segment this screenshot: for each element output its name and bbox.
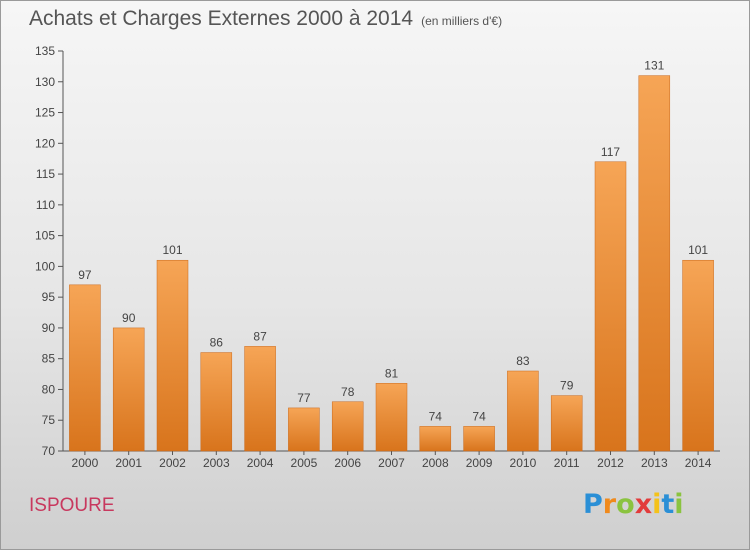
logo-letter: P: [583, 489, 603, 520]
chart-title: Achats et Charges Externes 2000 à 2014 (e…: [29, 7, 502, 31]
y-tick-label: 105: [35, 229, 55, 243]
bar: [419, 426, 452, 452]
bar: [507, 370, 539, 452]
bar-value-label: 77: [297, 391, 311, 405]
proxiti-logo[interactable]: Proxiti: [583, 489, 684, 520]
logo-letter: i: [674, 489, 684, 520]
y-tick-label: 80: [42, 382, 56, 396]
logo-letter: t: [661, 489, 675, 520]
x-tick-label: 2013: [641, 456, 668, 470]
logo-letter: x: [634, 489, 653, 520]
bar-value-label: 83: [516, 354, 530, 368]
y-tick-label: 125: [35, 106, 55, 120]
bar: [682, 259, 714, 452]
y-tick-label: 115: [36, 167, 55, 181]
y-tick-label: 135: [35, 44, 55, 58]
bar-value-label: 79: [560, 379, 574, 393]
chart-title-text: Achats et Charges Externes 2000 à 2014: [29, 7, 414, 30]
x-tick-label: 2002: [159, 456, 186, 470]
x-tick-label: 2003: [203, 456, 230, 470]
y-tick-label: 120: [35, 136, 55, 150]
bar-value-label: 131: [644, 59, 664, 73]
y-tick-label: 85: [42, 352, 56, 366]
y-tick-label: 130: [35, 75, 55, 89]
x-tick-label: 2007: [378, 456, 405, 470]
bar-value-label: 97: [78, 268, 92, 282]
bar: [375, 383, 408, 452]
logo-letter: r: [602, 489, 617, 520]
bar: [69, 284, 101, 452]
bar-value-label: 101: [162, 243, 182, 257]
bar-value-label: 90: [122, 311, 136, 325]
bar-value-label: 86: [210, 336, 224, 350]
bar: [156, 259, 189, 452]
x-tick-label: 2012: [597, 456, 624, 470]
y-tick-label: 90: [42, 321, 56, 335]
x-tick-label: 2014: [685, 456, 712, 470]
bar-value-label: 117: [601, 145, 620, 159]
logo-letter: i: [652, 489, 662, 520]
bar-value-label: 74: [472, 409, 486, 423]
bar: [112, 327, 145, 452]
chart-unit: (en milliers d'€): [421, 14, 503, 28]
bar: [244, 346, 276, 452]
bar: [331, 401, 364, 452]
y-tick-label: 70: [42, 444, 56, 458]
x-tick-label: 2005: [291, 456, 318, 470]
y-tick-label: 110: [36, 198, 55, 212]
bar: [550, 395, 583, 452]
bar: [288, 407, 320, 452]
x-tick-label: 2000: [72, 456, 99, 470]
x-tick-label: 2011: [554, 456, 580, 470]
bar-value-label: 74: [429, 409, 443, 423]
x-tick-label: 2006: [334, 456, 361, 470]
x-tick-label: 2008: [422, 456, 449, 470]
y-tick-label: 100: [35, 259, 55, 273]
bar-value-label: 87: [253, 329, 267, 343]
bar-value-label: 78: [341, 385, 355, 399]
y-tick-label: 95: [42, 290, 56, 304]
bar-value-label: 101: [688, 243, 708, 257]
x-tick-label: 2001: [115, 456, 142, 470]
bar: [638, 75, 671, 452]
x-tick-label: 2010: [510, 456, 537, 470]
bar: [594, 161, 627, 452]
bar-value-label: 81: [385, 366, 399, 380]
bar: [200, 352, 233, 452]
commune-name: ISPOURE: [29, 495, 115, 516]
bar: [463, 426, 495, 452]
y-tick-label: 75: [42, 413, 56, 427]
x-tick-label: 2004: [247, 456, 274, 470]
logo-letter: o: [616, 489, 635, 520]
x-tick-label: 2009: [466, 456, 493, 470]
